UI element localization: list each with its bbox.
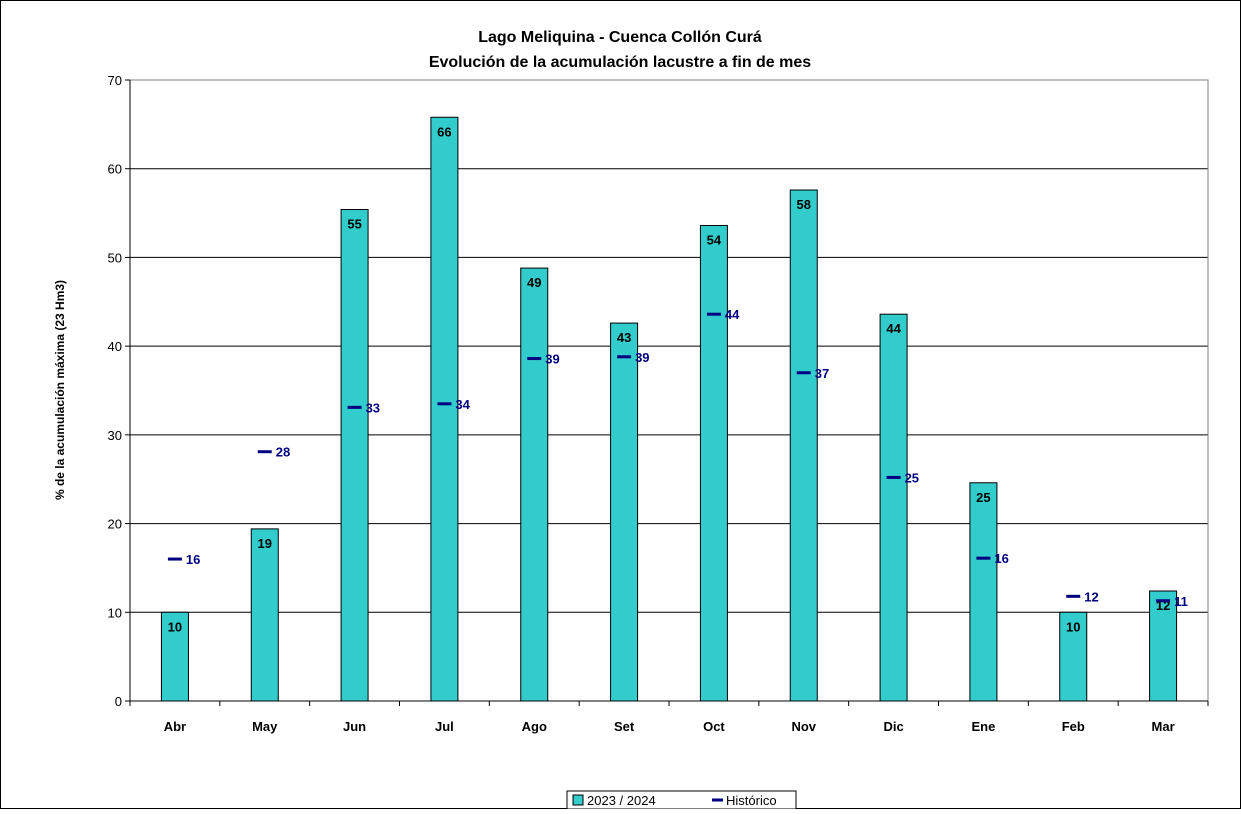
chart-title-line-1: Lago Meliquina - Cuenca Collón Curá	[478, 29, 762, 46]
y-tick-label: 30	[108, 428, 122, 443]
historico-data-label: 16	[186, 552, 200, 567]
y-tick-label: 60	[108, 162, 122, 177]
bar	[160, 611, 189, 702]
x-tick-label: Ene	[971, 719, 995, 734]
bar-data-label: 43	[617, 330, 631, 345]
x-tick-label: May	[252, 719, 278, 734]
bar	[969, 482, 998, 702]
historico-data-label: 37	[815, 366, 829, 381]
historico-data-label: 39	[635, 350, 649, 365]
bar-data-label: 66	[437, 124, 451, 139]
x-tick-label: Mar	[1152, 719, 1175, 734]
chart-title-line-2: Evolución de la acumulación lacustre a f…	[429, 54, 811, 71]
x-tick-label: Feb	[1062, 719, 1085, 734]
x-tick-label: Abr	[164, 719, 186, 734]
bar-data-label: 10	[168, 619, 182, 634]
bar	[250, 528, 279, 702]
y-axis-label: % de la acumulación máxima (23 Hm3)	[53, 280, 67, 500]
bar-data-label: 25	[976, 490, 990, 505]
historico-data-label: 34	[455, 397, 470, 412]
historico-data-label: 11	[1174, 594, 1188, 609]
y-tick-label: 40	[108, 339, 122, 354]
x-tick-label: Oct	[703, 719, 725, 734]
legend: 2023 / 2024 Histórico	[566, 790, 797, 810]
historico-data-label: 44	[725, 307, 740, 322]
historico-data-label: 25	[905, 470, 919, 485]
bar-data-label: 58	[797, 197, 811, 212]
bar-data-label: 55	[347, 217, 361, 232]
historico-data-label: 28	[276, 445, 290, 460]
bar	[1149, 590, 1178, 702]
y-tick-label: 50	[108, 250, 122, 265]
bar-data-label: 44	[886, 321, 901, 336]
legend-label-historico: Histórico	[726, 793, 777, 808]
legend-label-bar: 2023 / 2024	[587, 793, 656, 808]
historico-data-label: 12	[1084, 589, 1098, 604]
bar	[789, 189, 818, 702]
x-tick-label: Dic	[883, 719, 903, 734]
historico-data-label: 16	[994, 551, 1008, 566]
x-tick-label: Jul	[435, 719, 454, 734]
bar-data-label: 10	[1066, 619, 1080, 634]
legend-swatch-bar	[572, 794, 584, 806]
historico-data-label: 33	[366, 400, 380, 415]
bar-data-label: 19	[258, 536, 272, 551]
x-tick-label: Jun	[343, 719, 366, 734]
axis-layer: 0 10 20 30 40 50 60 70 Abr May Jun Jul Ago Set Oct Nov D…	[108, 73, 1209, 734]
historico-data-label: 39	[545, 352, 559, 367]
bar	[520, 267, 549, 702]
y-tick-label: 20	[108, 517, 122, 532]
y-tick-label: 0	[115, 694, 122, 709]
bar-data-label: 49	[527, 275, 541, 290]
x-tick-label: Set	[614, 719, 635, 734]
x-tick-label: Nov	[791, 719, 816, 734]
bar	[340, 209, 369, 702]
x-tick-label: Ago	[522, 719, 547, 734]
bar	[699, 224, 728, 702]
y-tick-label: 10	[108, 605, 122, 620]
bar-data-label: 54	[707, 232, 722, 247]
bar	[610, 322, 639, 702]
bar	[879, 313, 908, 702]
bar	[430, 116, 459, 702]
historico-layer: 16 28 33 34 39 39 44 37 25 16 12 11	[167, 307, 1188, 609]
y-tick-label: 70	[108, 73, 122, 88]
